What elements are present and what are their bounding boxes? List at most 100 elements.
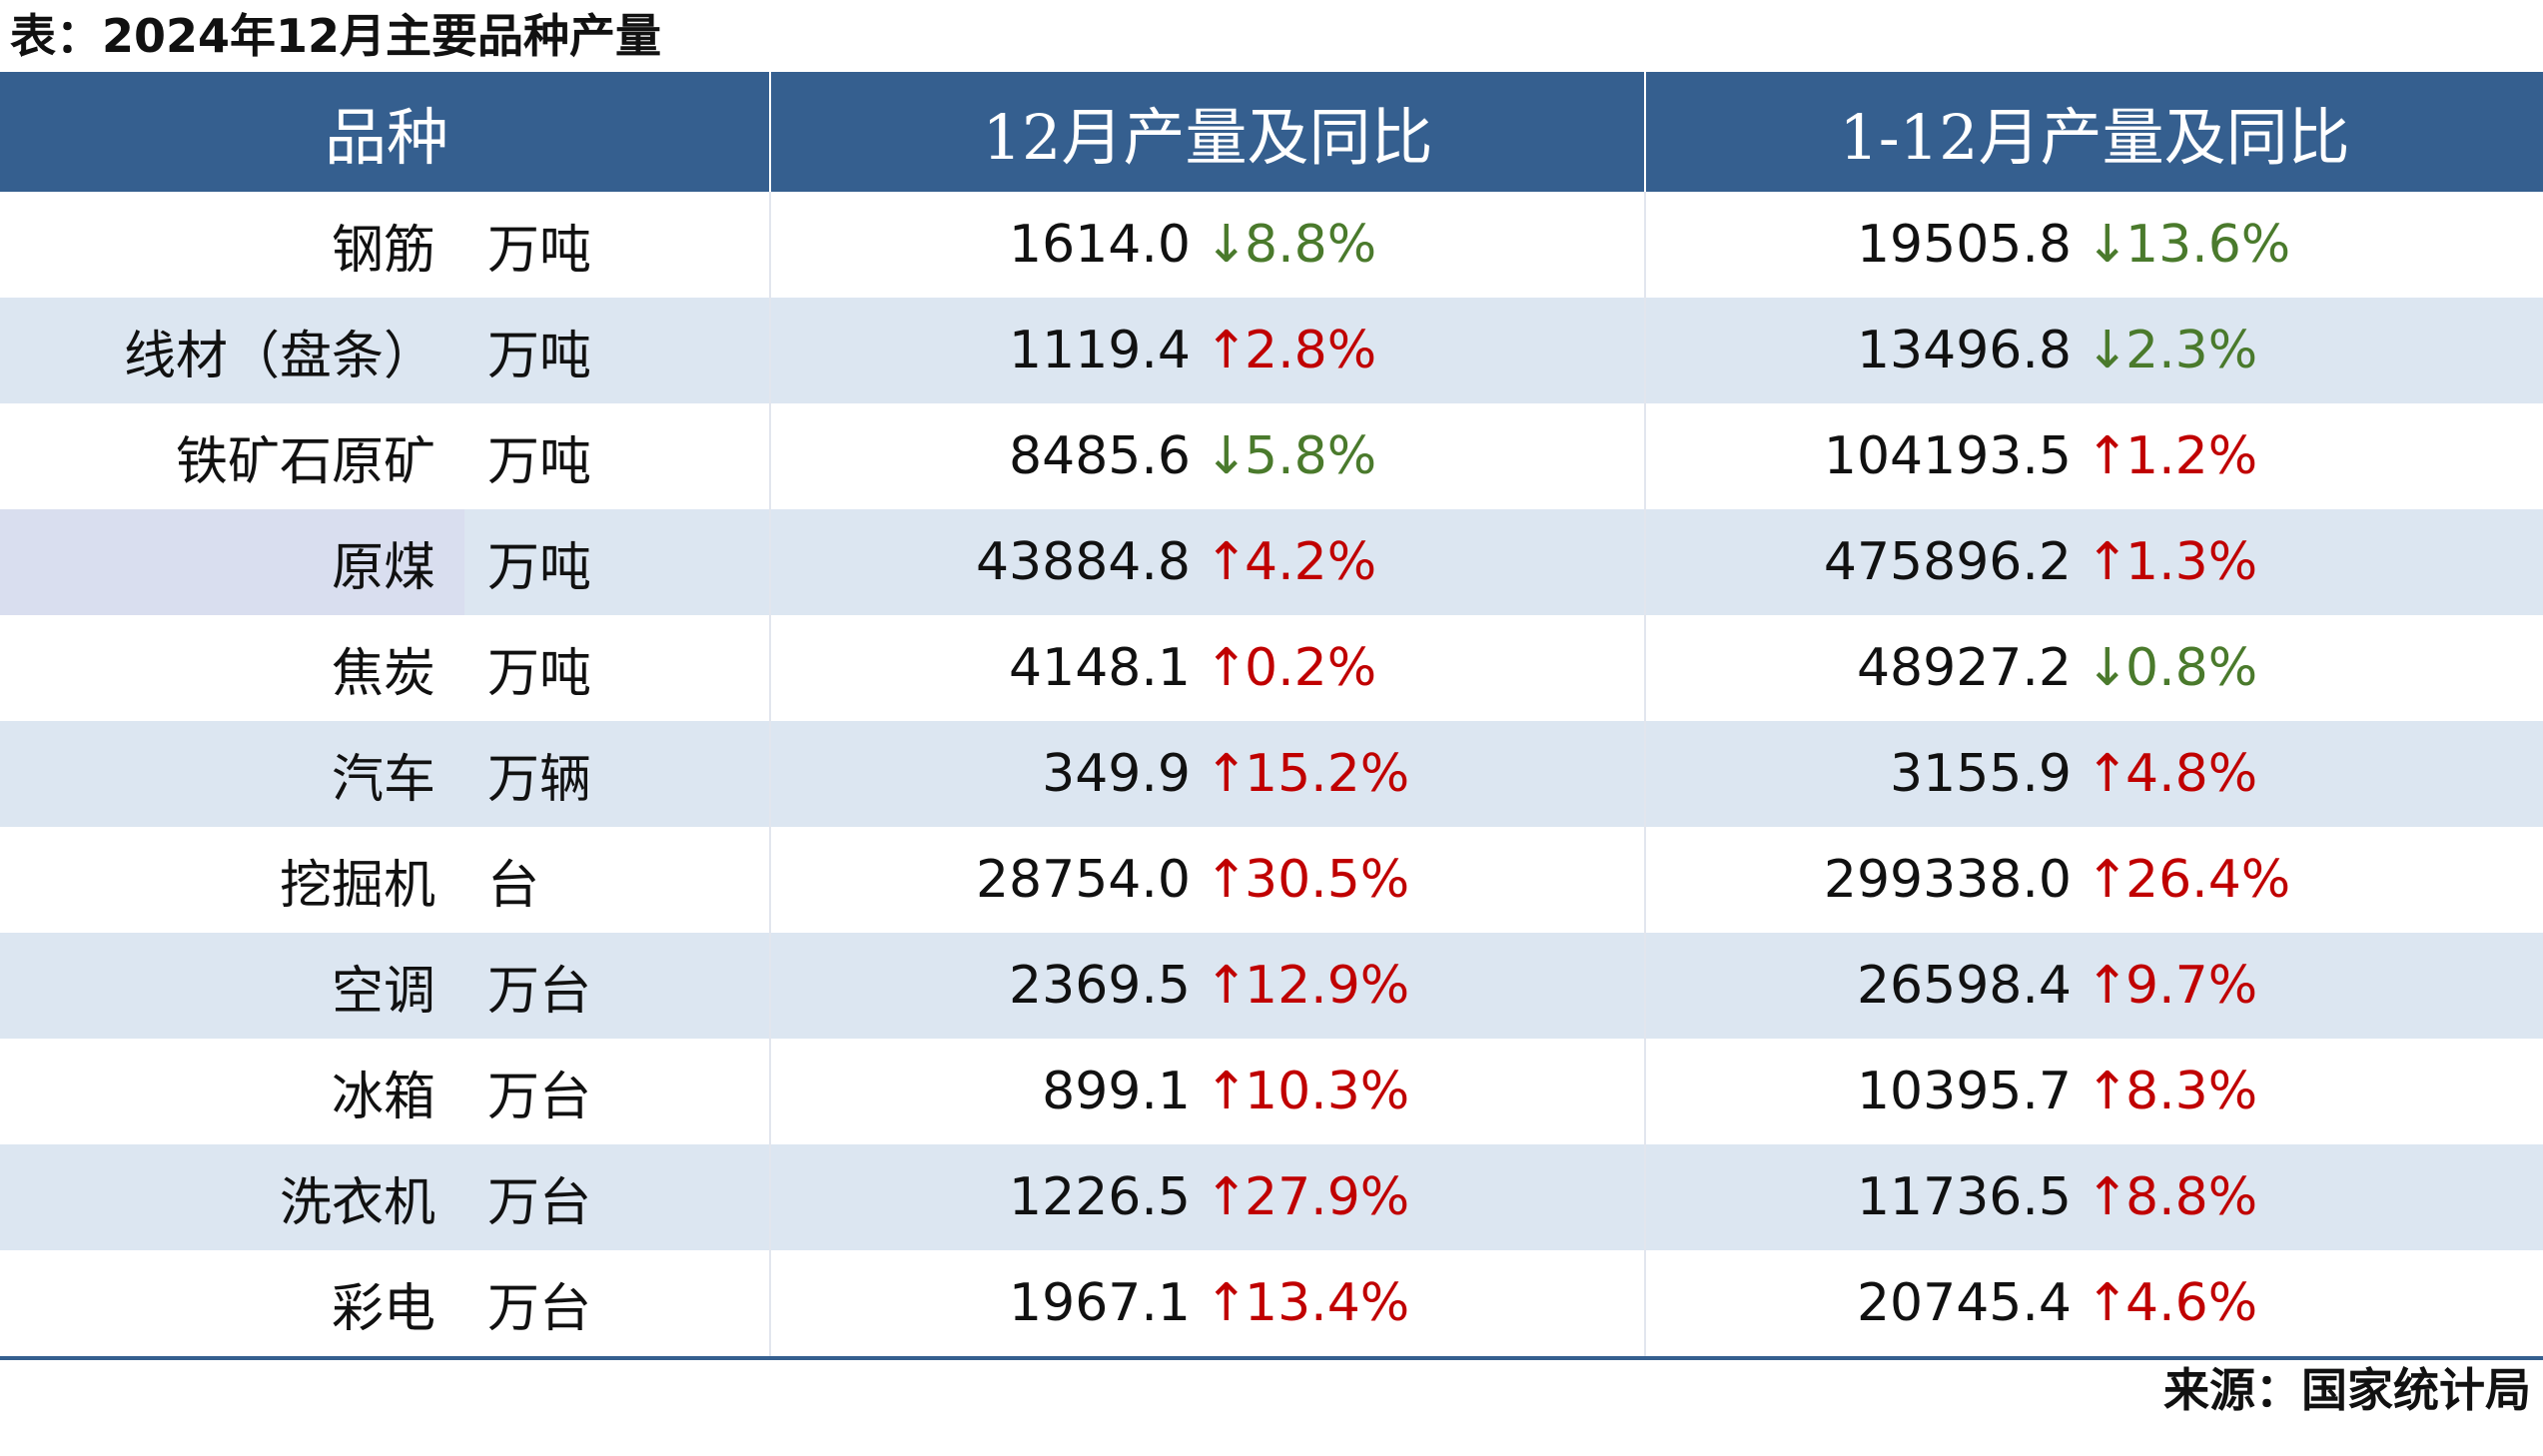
arrow-up-icon: ↑ [2086, 850, 2129, 910]
product-name: 洗衣机 [279, 1172, 435, 1233]
cell-product: 焦炭 万吨 [0, 615, 770, 721]
product-unit: 万台 [487, 1172, 592, 1233]
arrow-up-icon: ↑ [1205, 532, 1249, 592]
arrow-up-icon: ↑ [1205, 321, 1249, 380]
cell-product: 挖掘机台 [0, 827, 770, 933]
month-value: 8485.6 [1009, 426, 1191, 486]
cell-ytd: 26598.4 ↑9.7% [1644, 933, 2543, 1039]
ytd-yoy: 8.3% [2125, 1062, 2258, 1121]
ytd-yoy: 9.7% [2125, 956, 2258, 1016]
product-unit: 万吨 [487, 643, 592, 704]
cell-ytd: 104193.5 ↑1.2% [1644, 403, 2543, 509]
ytd-value: 475896.2 [1823, 532, 2072, 592]
arrow-up-icon: ↑ [1205, 956, 1249, 1016]
cell-product: 冰箱 万台 [0, 1039, 770, 1144]
header-product-label: 品种 [325, 101, 449, 174]
cell-month: 28754.0 ↑30.5% [769, 827, 1645, 933]
table-row: 空调 万台 2369.5 ↑12.9% 26598.4 ↑9.7% [0, 933, 2543, 1039]
ytd-value: 299338.0 [1823, 850, 2072, 910]
ytd-yoy: 2.3% [2125, 321, 2258, 380]
arrow-down-icon: ↓ [2086, 321, 2129, 380]
table-row: 钢筋 万吨 1614.0 ↓8.8% 19505.8 ↓13.6% [0, 192, 2543, 298]
arrow-down-icon: ↓ [1205, 426, 1249, 486]
table-row: 冰箱 万台 899.1 ↑10.3% 10395.7 ↑8.3% [0, 1039, 2543, 1144]
cell-product: 原煤 万吨 [0, 509, 770, 615]
product-unit: 万台 [487, 1067, 592, 1127]
month-yoy: 10.3% [1245, 1062, 1410, 1121]
product-unit: 万吨 [487, 326, 592, 386]
month-value: 349.9 [1042, 744, 1191, 804]
month-yoy: 2.8% [1245, 321, 1377, 380]
arrow-down-icon: ↓ [1205, 215, 1249, 275]
month-yoy: 13.4% [1245, 1273, 1410, 1333]
product-name: 彩电 [331, 1278, 435, 1339]
ytd-yoy: 4.8% [2125, 744, 2258, 804]
table-caption: 表：2024年12月主要品种产量 [10, 9, 662, 63]
ytd-value: 10395.7 [1856, 1062, 2072, 1121]
table-row: 原煤 万吨 43884.8 ↑4.2% 475896.2 ↑1.3% [0, 509, 2543, 615]
cell-product: 铁矿石原矿 万吨 [0, 403, 770, 509]
cell-month: 899.1 ↑10.3% [769, 1039, 1645, 1144]
product-name: 铁矿石原矿 [175, 431, 435, 492]
cell-ytd: 10395.7 ↑8.3% [1644, 1039, 2543, 1144]
product-unit: 万吨 [487, 220, 592, 281]
production-table: 品种 12月产量及同比 1-12月产量及同比 钢筋 万吨 1614.0 ↓8.8% 19… [0, 72, 2543, 1360]
ytd-yoy: 1.2% [2125, 426, 2258, 486]
arrow-down-icon: ↓ [2086, 215, 2129, 275]
arrow-up-icon: ↑ [1205, 1273, 1249, 1333]
cell-ytd: 299338.0 ↑26.4% [1644, 827, 2543, 933]
cell-ytd: 19505.8 ↓13.6% [1644, 192, 2543, 298]
arrow-up-icon: ↑ [2086, 1273, 2129, 1333]
ytd-value: 26598.4 [1856, 956, 2072, 1016]
month-value: 1614.0 [1009, 215, 1191, 275]
table-row: 铁矿石原矿 万吨 8485.6 ↓5.8% 104193.5 ↑1.2% [0, 403, 2543, 509]
arrow-up-icon: ↑ [2086, 426, 2129, 486]
table-header-row: 品种 12月产量及同比 1-12月产量及同比 [0, 72, 2543, 192]
cell-month: 1614.0 ↓8.8% [769, 192, 1645, 298]
month-yoy: 27.9% [1245, 1167, 1410, 1227]
table-row: 洗衣机 万台 1226.5 ↑27.9% 11736.5 ↑8.8% [0, 1144, 2543, 1250]
month-value: 1119.4 [1009, 321, 1191, 380]
product-unit: 万吨 [487, 431, 592, 492]
ytd-yoy: 0.8% [2125, 638, 2258, 698]
month-yoy: 12.9% [1245, 956, 1410, 1016]
table-row: 焦炭 万吨 4148.1 ↑0.2% 48927.2 ↓0.8% [0, 615, 2543, 721]
cell-product: 线材（盘条） 万吨 [0, 298, 770, 403]
ytd-value: 20745.4 [1856, 1273, 2072, 1333]
ytd-value: 11736.5 [1856, 1167, 2072, 1227]
cell-month: 43884.8 ↑4.2% [769, 509, 1645, 615]
cell-month: 349.9 ↑15.2% [769, 721, 1645, 827]
table-row: 彩电 万台 1967.1 ↑13.4% 20745.4 ↑4.6% [0, 1250, 2543, 1360]
cell-product: 洗衣机 万台 [0, 1144, 770, 1250]
ytd-yoy: 4.6% [2125, 1273, 2258, 1333]
header-month: 12月产量及同比 [769, 72, 1645, 192]
product-unit: 万吨 [487, 537, 592, 598]
header-month-label: 12月产量及同比 [982, 101, 1433, 174]
cell-ytd: 475896.2 ↑1.3% [1644, 509, 2543, 615]
ytd-yoy: 13.6% [2125, 215, 2291, 275]
month-value: 2369.5 [1009, 956, 1191, 1016]
cell-month: 2369.5 ↑12.9% [769, 933, 1645, 1039]
product-name: 焦炭 [331, 643, 435, 704]
cell-ytd: 3155.9 ↑4.8% [1644, 721, 2543, 827]
cell-month: 4148.1 ↑0.2% [769, 615, 1645, 721]
ytd-value: 19505.8 [1856, 215, 2072, 275]
cell-month: 1226.5 ↑27.9% [769, 1144, 1645, 1250]
month-yoy: 8.8% [1245, 215, 1377, 275]
cell-ytd: 48927.2 ↓0.8% [1644, 615, 2543, 721]
product-name: 钢筋 [331, 220, 435, 281]
arrow-up-icon: ↑ [2086, 532, 2129, 592]
ytd-yoy: 8.8% [2125, 1167, 2258, 1227]
table-row: 汽车 万辆 349.9 ↑15.2% 3155.9 ↑4.8% [0, 721, 2543, 827]
cell-product: 汽车 万辆 [0, 721, 770, 827]
ytd-value: 48927.2 [1856, 638, 2072, 698]
cell-ytd: 13496.8 ↓2.3% [1644, 298, 2543, 403]
month-value: 28754.0 [975, 850, 1191, 910]
arrow-up-icon: ↑ [1205, 744, 1249, 804]
month-value: 43884.8 [975, 532, 1191, 592]
cell-month: 1119.4 ↑2.8% [769, 298, 1645, 403]
month-value: 1967.1 [1009, 1273, 1191, 1333]
cell-product: 空调 万台 [0, 933, 770, 1039]
header-product: 品种 [0, 72, 770, 192]
cell-month: 8485.6 ↓5.8% [769, 403, 1645, 509]
